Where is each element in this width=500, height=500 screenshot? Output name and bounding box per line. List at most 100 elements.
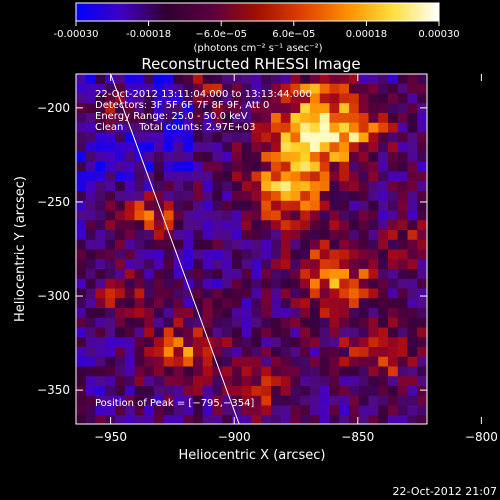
heatmap-cell <box>222 220 233 231</box>
heatmap-cell <box>300 288 311 299</box>
heatmap-cell <box>173 405 184 416</box>
heatmap-cell <box>95 259 106 270</box>
heatmap-cell <box>388 337 399 348</box>
heatmap-cell <box>358 278 370 290</box>
heatmap-cell <box>349 347 360 358</box>
heatmap-cell <box>397 308 409 319</box>
heatmap-cell <box>95 239 106 251</box>
heatmap-cell <box>280 200 292 212</box>
heatmap-cell <box>271 376 282 387</box>
heatmap-cell <box>193 142 204 153</box>
heatmap-cell <box>173 347 184 358</box>
heatmap-cell <box>173 249 184 260</box>
heatmap-cell <box>251 132 262 143</box>
heatmap-cell <box>417 142 427 153</box>
heatmap-cell <box>154 386 165 397</box>
annotation-block: 22-Oct-2012 13:11:04.000 to 13:13:44.000… <box>95 89 312 133</box>
heatmap-cell <box>397 239 409 251</box>
heatmap-cell <box>241 83 253 95</box>
heatmap-cell <box>310 220 321 231</box>
heatmap-cell <box>202 288 214 299</box>
heatmap-cell <box>417 93 427 104</box>
heatmap-cell <box>251 405 262 416</box>
heatmap-cell <box>85 230 97 241</box>
heatmap-cell <box>232 122 243 134</box>
heatmap-cell <box>349 181 360 192</box>
heatmap-cell <box>154 298 165 309</box>
heatmap-cell <box>407 113 418 124</box>
heatmap-cell <box>173 278 184 290</box>
heatmap-cell <box>358 269 370 280</box>
heatmap-cell <box>261 317 272 329</box>
heatmap-cell <box>310 113 321 124</box>
heatmap-cell <box>163 181 175 192</box>
heatmap-cell <box>202 395 214 407</box>
heatmap-cell <box>319 376 331 387</box>
heatmap-cell <box>397 122 409 134</box>
heatmap-cell <box>183 366 194 377</box>
heatmap-cell <box>378 269 389 280</box>
heatmap-cell <box>368 298 379 309</box>
heatmap-cell <box>115 327 126 338</box>
heatmap-cell <box>329 327 340 338</box>
heatmap-cell <box>193 405 204 416</box>
heatmap-cell <box>115 395 126 407</box>
heatmap-cell <box>251 395 262 407</box>
heatmap-cell <box>349 278 360 290</box>
heatmap-cell <box>378 395 389 407</box>
colorbar-units: (photons cm⁻² s⁻¹ asec⁻²) <box>193 43 322 54</box>
heatmap-cell <box>378 376 389 387</box>
heatmap-cell <box>232 337 243 348</box>
heatmap-cell <box>271 347 282 358</box>
heatmap-cell <box>95 269 106 280</box>
heatmap-cell <box>397 269 409 280</box>
heatmap-cell <box>378 132 389 143</box>
heatmap-cell <box>280 327 292 338</box>
heatmap-cell <box>124 181 136 192</box>
heatmap-cell <box>154 83 165 95</box>
heatmap-cell <box>173 152 184 163</box>
heatmap-cell <box>397 337 409 348</box>
heatmap-cell <box>193 288 204 299</box>
heatmap-cell <box>95 74 106 85</box>
heatmap-cell <box>388 376 399 387</box>
heatmap-cell <box>358 181 370 192</box>
heatmap-cell <box>319 298 331 309</box>
heatmap-cell <box>378 161 389 173</box>
heatmap-cell <box>397 171 409 182</box>
heatmap-cell <box>339 337 350 348</box>
heatmap-cell <box>290 122 301 134</box>
heatmap-cell <box>241 239 253 251</box>
heatmap-cell <box>378 74 389 85</box>
heatmap-cell <box>251 269 262 280</box>
heatmap-cell <box>339 376 350 387</box>
heatmap-cell <box>193 386 204 397</box>
heatmap-cell <box>115 161 126 173</box>
heatmap-cell <box>388 191 399 202</box>
heatmap-cell <box>290 113 301 124</box>
heatmap-cell <box>193 132 204 143</box>
heatmap-cell <box>378 93 389 104</box>
heatmap-cell <box>85 298 97 309</box>
heatmap-cell <box>329 171 340 182</box>
heatmap-cell <box>300 103 311 114</box>
heatmap-cell <box>212 161 223 173</box>
heatmap-cell <box>271 83 282 95</box>
heatmap-cell <box>358 259 370 270</box>
heatmap-image <box>76 74 427 424</box>
heatmap-cell <box>95 356 106 368</box>
heatmap-cell <box>163 376 175 387</box>
heatmap-cell <box>368 278 379 290</box>
heatmap-cell <box>232 132 243 143</box>
heatmap-cell <box>417 239 427 251</box>
heatmap-cell <box>183 415 194 424</box>
heatmap-cell <box>183 83 194 95</box>
heatmap-cell <box>115 83 126 95</box>
heatmap-cell <box>124 161 136 173</box>
heatmap-cell <box>134 93 145 104</box>
heatmap-cell <box>144 376 155 387</box>
heatmap-cell <box>222 278 233 290</box>
heatmap-cell <box>154 415 165 424</box>
heatmap-cell <box>290 200 301 212</box>
heatmap-cell <box>95 327 106 338</box>
